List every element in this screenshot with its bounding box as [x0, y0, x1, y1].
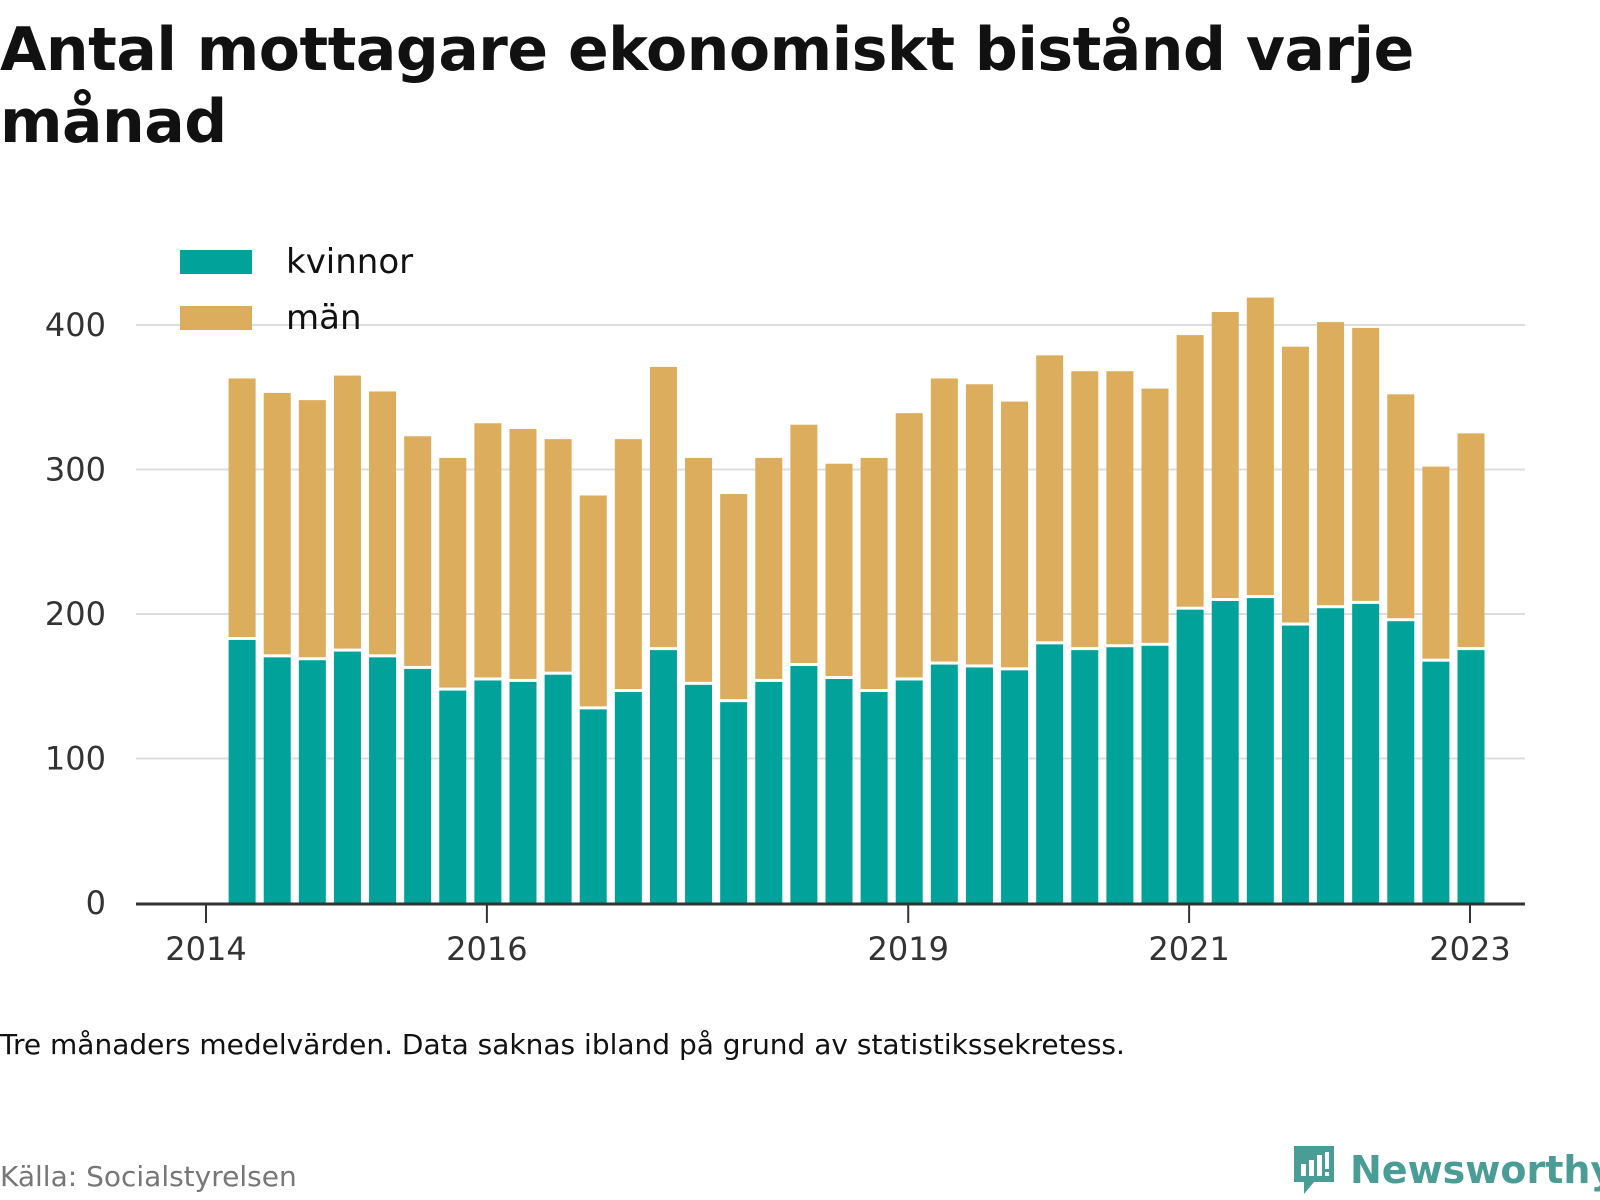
bar-kvinnor — [509, 681, 537, 903]
bar-man — [1352, 327, 1380, 601]
x-tick-label: 2016 — [446, 930, 527, 968]
newsworthy-logo-icon — [1294, 1146, 1334, 1194]
bar-kvinnor — [685, 684, 713, 903]
bar-man — [755, 457, 783, 679]
bar-man — [369, 391, 397, 655]
bar-man — [614, 439, 642, 690]
bar-man — [1317, 322, 1345, 606]
bar-kvinnor — [965, 667, 993, 903]
bar-kvinnor — [1457, 650, 1485, 903]
bar-kvinnor — [544, 674, 572, 903]
bar-kvinnor — [895, 680, 923, 903]
bar-man — [579, 495, 607, 707]
x-tick-label: 2023 — [1429, 930, 1510, 968]
y-tick-label: 300 — [45, 451, 106, 489]
bar-kvinnor — [790, 666, 818, 903]
bar-man — [965, 384, 993, 665]
bar-man — [1106, 371, 1134, 645]
bar-kvinnor — [333, 651, 361, 903]
x-tick-label: 2019 — [868, 930, 949, 968]
bar-kvinnor — [825, 679, 853, 903]
bar-man — [685, 457, 713, 682]
bar-kvinnor — [1176, 609, 1204, 903]
bar-kvinnor — [263, 657, 291, 903]
bar-man — [1141, 388, 1169, 643]
bar-kvinnor — [614, 692, 642, 903]
bar-man — [263, 392, 291, 655]
x-tick-label: 2021 — [1148, 930, 1229, 968]
legend-swatch-man — [180, 306, 252, 330]
y-tick-label: 200 — [45, 595, 106, 633]
bar-kvinnor — [228, 640, 256, 903]
bar-kvinnor — [1211, 600, 1239, 903]
bar-kvinnor — [1422, 661, 1450, 903]
bar-kvinnor — [930, 664, 958, 903]
bar-man — [1457, 433, 1485, 648]
bar-kvinnor — [404, 668, 432, 903]
bars — [228, 297, 1485, 903]
bar-man — [1422, 466, 1450, 659]
bar-man — [825, 463, 853, 677]
bar-man — [1036, 355, 1064, 642]
bar-man — [1071, 371, 1099, 648]
bar-man — [1001, 401, 1029, 668]
bar-man — [930, 378, 958, 662]
y-tick-label: 400 — [45, 306, 106, 344]
bar-kvinnor — [474, 680, 502, 903]
bar-man — [649, 366, 677, 648]
y-axis-ticks: 0 100 200 300 400 — [45, 306, 106, 922]
bar-kvinnor — [1106, 647, 1134, 903]
bar-kvinnor — [1001, 670, 1029, 903]
bar-kvinnor — [369, 657, 397, 903]
chart-note: Tre månaders medelvärden. Data saknas ib… — [0, 1028, 1125, 1061]
brand-name: Newsworthy — [1350, 1148, 1600, 1192]
bar-kvinnor — [298, 660, 326, 903]
bar-kvinnor — [649, 650, 677, 903]
y-tick-label: 0 — [86, 884, 106, 922]
bar-man — [895, 413, 923, 678]
legend: kvinnor män — [180, 242, 413, 338]
bar-man — [1281, 346, 1309, 623]
bar-man — [1176, 335, 1204, 607]
bar-kvinnor — [1071, 650, 1099, 903]
brand-logo[interactable]: Newsworthy — [1290, 1140, 1600, 1200]
bar-man — [474, 423, 502, 678]
legend-label-man: män — [286, 298, 362, 338]
bar-kvinnor — [1387, 621, 1415, 903]
bar-kvinnor — [1281, 625, 1309, 903]
y-tick-label: 100 — [45, 740, 106, 778]
bar-man — [509, 429, 537, 679]
source-credit: Källa: Socialstyrelsen — [0, 1160, 297, 1193]
bar-kvinnor — [579, 709, 607, 903]
bar-man — [790, 424, 818, 664]
bar-kvinnor — [1317, 608, 1345, 903]
legend-label-kvinnor: kvinnor — [286, 242, 413, 282]
bar-man — [1211, 311, 1239, 598]
bar-man — [720, 494, 748, 700]
bar-man — [333, 375, 361, 649]
bar-kvinnor — [1141, 645, 1169, 903]
x-axis-ticks: 2014 2016 2019 2021 2023 — [165, 905, 1511, 968]
stacked-bar-chart: 0 100 200 300 400 2014 2016 2019 2021 2023 kvinn… — [45, 242, 1525, 968]
bar-man — [298, 400, 326, 658]
bar-kvinnor — [1036, 644, 1064, 903]
x-tick-label: 2014 — [165, 930, 246, 968]
bar-kvinnor — [860, 692, 888, 903]
bar-man — [860, 457, 888, 690]
bar-kvinnor — [720, 702, 748, 903]
bar-man — [228, 378, 256, 638]
bar-man — [404, 436, 432, 666]
bar-man — [439, 457, 467, 688]
bar-kvinnor — [1352, 603, 1380, 903]
legend-swatch-kvinnor — [180, 250, 252, 274]
bar-kvinnor — [1246, 598, 1274, 903]
bar-man — [544, 439, 572, 672]
bar-man — [1387, 394, 1415, 619]
bar-kvinnor — [755, 681, 783, 903]
chart-title: Antal mottagare ekonomiskt bistånd varje… — [0, 15, 1414, 157]
bar-man — [1246, 297, 1274, 596]
bar-kvinnor — [439, 690, 467, 903]
